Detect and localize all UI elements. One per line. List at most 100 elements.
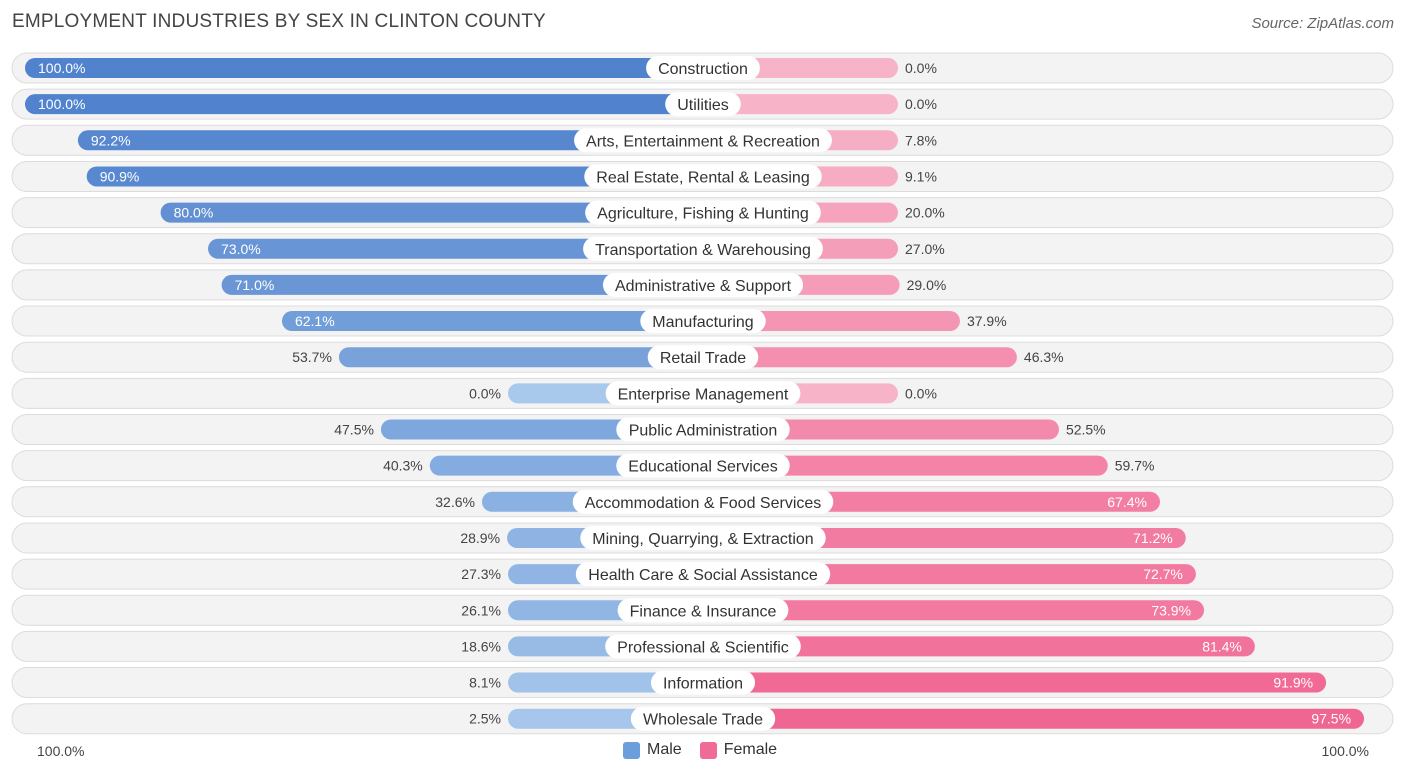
female-value-label: 20.0% bbox=[905, 205, 945, 221]
female-value-label: 0.0% bbox=[905, 60, 937, 76]
female-value-label: 37.9% bbox=[967, 313, 1007, 329]
male-value-label: 32.6% bbox=[435, 494, 475, 510]
source-credit: Source: ZipAtlas.com bbox=[1251, 15, 1394, 32]
female-bar bbox=[703, 94, 898, 115]
male-bar bbox=[25, 58, 703, 78]
category-pill bbox=[584, 164, 822, 189]
male-value-label: 40.3% bbox=[383, 458, 423, 474]
category-label: Arts, Entertainment & Recreation bbox=[586, 133, 820, 150]
category-label: Health Care & Social Assistance bbox=[588, 567, 818, 584]
male-bar bbox=[208, 238, 703, 259]
category-pill bbox=[602, 272, 804, 297]
category-pill bbox=[640, 309, 766, 334]
category-label: Professional & Scientific bbox=[617, 639, 789, 656]
category-label: Finance & Insurance bbox=[630, 603, 777, 620]
bar-row: 27.3% 72.7% Health Care & Social Assistanc… bbox=[11, 558, 1394, 590]
male-bar bbox=[86, 166, 703, 187]
category-label: Transportation & Warehousing bbox=[595, 242, 811, 259]
category-pill bbox=[583, 236, 823, 261]
female-bar bbox=[703, 708, 1365, 729]
bar-row: 18.6% 81.4% Professional & Scientific bbox=[11, 630, 1394, 662]
category-pill bbox=[647, 345, 759, 370]
female-value-label: 52.5% bbox=[1066, 422, 1106, 438]
female-value-label: 81.4% bbox=[1202, 638, 1242, 654]
legend: Male Female bbox=[623, 741, 777, 759]
bar-row: 26.1% 73.9% Finance & Insurance bbox=[11, 594, 1394, 626]
chart-title: EMPLOYMENT INDUSTRIES BY SEX IN CLINTON … bbox=[12, 11, 546, 32]
female-value-label: 27.0% bbox=[905, 241, 945, 257]
category-label: Real Estate, Rental & Leasing bbox=[596, 169, 809, 186]
bar-row: 28.9% 71.2% Mining, Quarrying, & Extractio… bbox=[11, 522, 1394, 554]
bar-row: 90.9% 9.1% Real Estate, Rental & Leasing bbox=[11, 160, 1394, 192]
bar-row: 100.0% 0.0% Utilities bbox=[11, 88, 1394, 120]
female-value-label: 97.5% bbox=[1311, 711, 1351, 727]
category-pill bbox=[585, 200, 821, 225]
category-pill bbox=[646, 56, 760, 80]
male-value-label: 27.3% bbox=[461, 566, 501, 582]
bar-row: 53.7% 46.3% Retail Trade bbox=[11, 341, 1394, 373]
female-value-label: 72.7% bbox=[1143, 566, 1183, 582]
female-value-label: 59.7% bbox=[1115, 458, 1155, 474]
bar-row: 73.0% 27.0% Transportation & Warehousing bbox=[11, 233, 1394, 265]
category-pill bbox=[605, 634, 801, 659]
female-bar bbox=[703, 636, 1255, 657]
female-bar bbox=[703, 347, 1017, 368]
category-pill bbox=[580, 525, 826, 550]
bar-row: 2.5% 97.5% Wholesale Trade bbox=[11, 703, 1394, 735]
axis-label-right: 100.0% bbox=[1321, 743, 1369, 759]
category-label: Construction bbox=[658, 61, 748, 78]
male-bar bbox=[77, 130, 703, 151]
category-label: Information bbox=[663, 676, 743, 693]
male-bar bbox=[160, 202, 704, 223]
male-bar bbox=[281, 311, 703, 332]
bar-row: 47.5% 52.5% Public Administration bbox=[11, 414, 1394, 445]
category-pill bbox=[617, 598, 789, 623]
male-value-label: 8.1% bbox=[469, 675, 501, 691]
category-pill bbox=[616, 453, 790, 478]
legend-label-male: Male bbox=[647, 741, 682, 758]
legend-swatch-female bbox=[699, 741, 717, 759]
category-pill bbox=[575, 562, 831, 587]
female-bar bbox=[703, 419, 1059, 440]
category-pill bbox=[665, 92, 741, 117]
category-pill bbox=[574, 128, 832, 153]
bar-row: 80.0% 20.0% Agriculture, Fishing & Hunting bbox=[11, 197, 1394, 229]
male-value-label: 26.1% bbox=[461, 602, 501, 618]
male-value-label: 73.0% bbox=[221, 241, 261, 257]
female-bar bbox=[703, 311, 960, 332]
male-value-label: 100.0% bbox=[38, 60, 85, 76]
female-value-label: 46.3% bbox=[1024, 349, 1064, 365]
female-value-label: 91.9% bbox=[1273, 675, 1313, 691]
male-value-label: 0.0% bbox=[469, 385, 501, 401]
category-label: Enterprise Management bbox=[618, 386, 789, 403]
female-bar bbox=[703, 672, 1327, 693]
female-value-label: 73.9% bbox=[1151, 602, 1191, 618]
male-bar bbox=[25, 94, 703, 115]
male-value-label: 71.0% bbox=[235, 277, 275, 293]
category-label: Administrative & Support bbox=[615, 278, 792, 295]
male-value-label: 80.0% bbox=[174, 205, 214, 221]
female-value-label: 67.4% bbox=[1107, 494, 1147, 510]
legend-item-female: Female bbox=[699, 741, 778, 759]
female-value-label: 0.0% bbox=[905, 385, 937, 401]
bar-row: 32.6% 67.4% Accommodation & Food Services bbox=[11, 486, 1394, 518]
female-value-label: 7.8% bbox=[905, 132, 937, 148]
category-label: Accommodation & Food Services bbox=[585, 495, 822, 512]
category-pill bbox=[650, 670, 756, 695]
female-value-label: 9.1% bbox=[905, 168, 937, 184]
male-value-label: 90.9% bbox=[100, 168, 140, 184]
legend-label-female: Female bbox=[723, 741, 778, 758]
category-label: Wholesale Trade bbox=[643, 712, 763, 729]
male-value-label: 47.5% bbox=[334, 422, 374, 438]
bar-row: 62.1% 37.9% Manufacturing bbox=[11, 305, 1394, 337]
bar-row: 40.3% 59.7% Educational Services bbox=[11, 450, 1394, 482]
category-pill bbox=[605, 381, 801, 406]
male-value-label: 2.5% bbox=[469, 711, 501, 727]
female-bar bbox=[703, 600, 1205, 621]
category-label: Public Administration bbox=[629, 423, 778, 440]
category-label: Retail Trade bbox=[660, 350, 746, 367]
bar-row: 8.1% 91.9% Information bbox=[11, 667, 1394, 699]
bar-row: 92.2% 7.8% Arts, Entertainment & Recreatio… bbox=[11, 124, 1394, 156]
category-label: Educational Services bbox=[628, 459, 777, 476]
category-label: Agriculture, Fishing & Hunting bbox=[597, 206, 809, 223]
